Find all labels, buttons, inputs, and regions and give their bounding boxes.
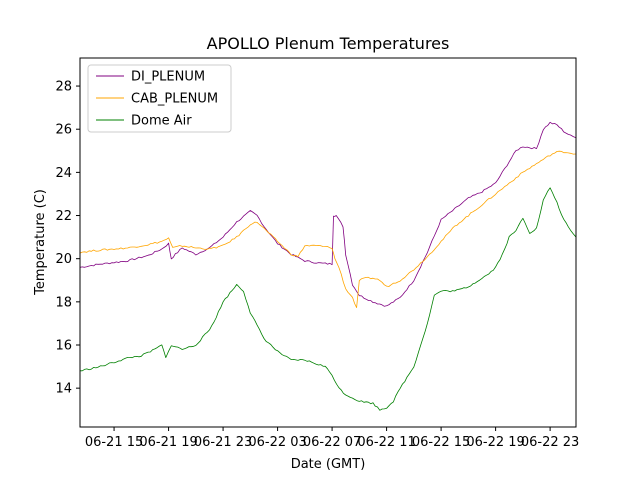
x-tick-label: 06-22 03 (248, 435, 306, 450)
x-tick-label: 06-22 11 (357, 435, 415, 450)
x-tick-label: 06-22 07 (303, 435, 361, 450)
y-tick-label: 18 (55, 295, 72, 310)
legend-label: CAB_PLENUM (131, 92, 218, 107)
legend-box (87, 64, 232, 133)
y-tick-label: 16 (55, 339, 72, 354)
y-tick-label: 14 (55, 382, 72, 397)
x-axis-label: Date (GMT) (291, 457, 366, 472)
y-tick-label: 20 (55, 252, 72, 267)
series-line-di-plenum (80, 121, 576, 307)
x-tick-label: 06-21 19 (139, 435, 197, 450)
y-tick-label: 22 (55, 209, 72, 224)
y-axis-label: Temperature (C) (33, 189, 48, 296)
x-tick-label: 06-22 19 (466, 435, 524, 450)
series-line-cab-plenum (80, 150, 576, 309)
x-tick-label: 06-22 23 (521, 435, 579, 450)
y-axis: 14 16 18 20 22 24 26 28 (55, 80, 80, 397)
y-tick-label: 28 (55, 80, 72, 95)
chart-title: APOLLO Plenum Temperatures (207, 34, 450, 53)
series-line-dome-air (80, 187, 576, 411)
legend-label: Dome Air (131, 114, 192, 129)
x-tick-label: 06-22 15 (412, 435, 470, 450)
legend: DI_PLENUM CAB_PLENUM Dome Air (87, 64, 232, 133)
y-tick-label: 26 (55, 123, 72, 138)
legend-label: DI_PLENUM (131, 70, 205, 85)
y-tick-label: 24 (55, 166, 72, 181)
x-tick-label: 06-21 15 (85, 435, 143, 450)
series-layer (80, 121, 576, 411)
x-tick-label: 06-21 23 (194, 435, 252, 450)
plot-frame (79, 57, 577, 428)
